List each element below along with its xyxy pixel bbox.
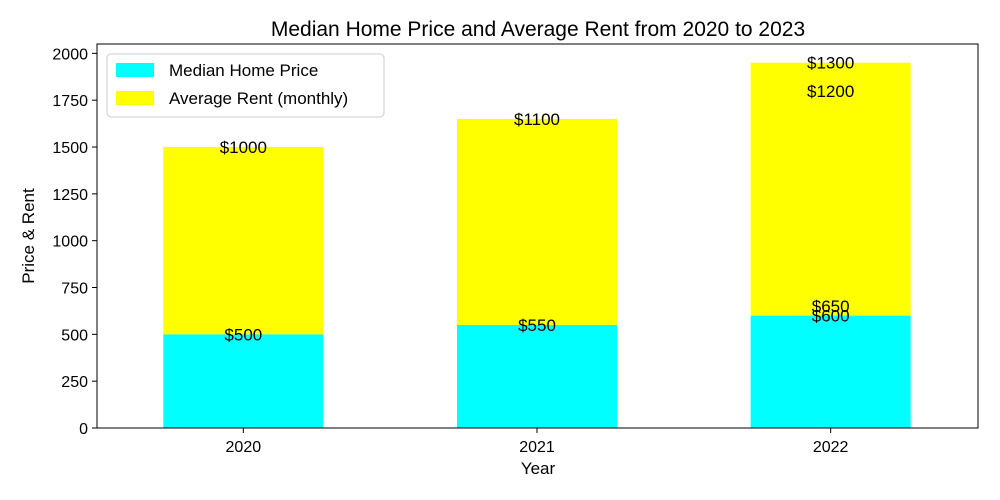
x-tick-label: 2020 <box>226 439 262 456</box>
bar-labels-group: $500 $550 $600$650 $1000 $1100 $1200 $1300 <box>220 54 855 345</box>
legend-label-average-rent: Average Rent (monthly) <box>169 89 348 108</box>
legend-box <box>106 53 385 118</box>
y-tick-label: 1000 <box>52 234 88 251</box>
x-tick-label: 2022 <box>813 439 849 456</box>
bar-average-rent-2020 <box>163 147 324 335</box>
bar-average-rent-2021 <box>457 118 617 325</box>
bar-value-label: $1000 <box>220 138 267 157</box>
bar-value-label: $1100 <box>514 110 560 129</box>
y-tick-label: 2000 <box>52 46 88 63</box>
y-tick-label: 1750 <box>52 93 88 110</box>
bar-median-home-price-2022 <box>750 315 911 428</box>
y-tick-label: 0 <box>79 421 88 438</box>
x-axis: 2020 2021 2022 <box>226 428 849 456</box>
bars-group <box>163 62 911 428</box>
x-tick-label: 2021 <box>519 439 555 456</box>
y-axis: 0 250 500 750 1000 1250 1500 1750 2000 <box>52 46 97 438</box>
bar-value-label: $600 <box>812 307 850 326</box>
bar-median-home-price-2020 <box>163 334 324 428</box>
y-tick-label: 1250 <box>52 187 88 204</box>
bar-average-rent-2022 <box>750 62 911 316</box>
bar-value-label: $550 <box>518 316 556 335</box>
legend-label-median-home-price: Median Home Price <box>169 61 318 80</box>
y-tick-label: 500 <box>61 327 88 344</box>
y-axis-label: Price & Rent <box>19 188 38 284</box>
y-tick-label: 250 <box>61 374 88 391</box>
y-tick-label: 750 <box>61 281 88 298</box>
x-axis-label: Year <box>521 459 556 478</box>
bar-median-home-price-2021 <box>457 324 617 428</box>
y-tick-label: 1500 <box>52 140 88 157</box>
bar-value-label: $650 <box>812 297 850 316</box>
legend-swatch-average-rent <box>116 91 154 105</box>
bar-value-label: $1200 <box>807 82 854 101</box>
bar-value-label: $500 <box>224 325 262 344</box>
chart-title: Median Home Price and Average Rent from … <box>271 18 805 41</box>
legend-swatch-median-home-price <box>116 63 154 77</box>
bar-value-label: $1300 <box>807 54 854 73</box>
legend: Median Home Price Average Rent (monthly) <box>106 53 385 118</box>
